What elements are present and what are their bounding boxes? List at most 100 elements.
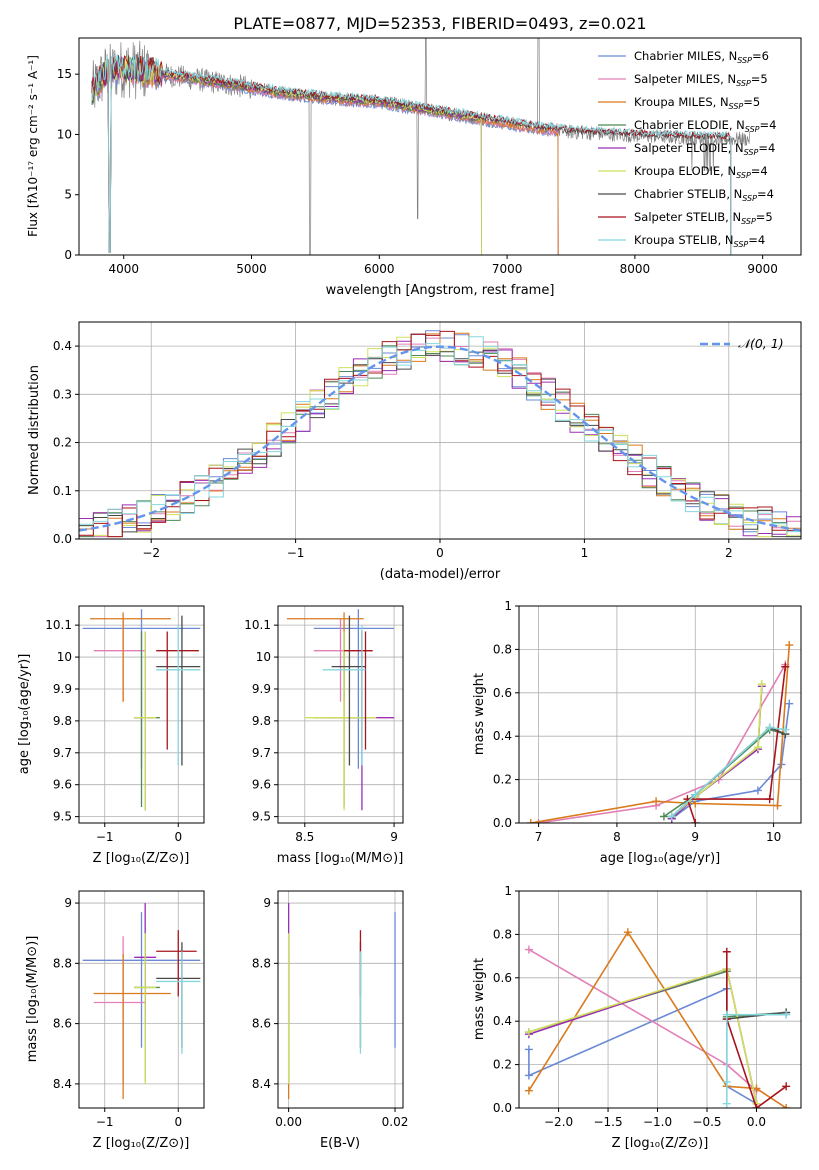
spectrum-ylabel: Flux [fλ10⁻¹⁷ erg cm⁻² s⁻¹ A⁻¹] xyxy=(26,55,40,237)
weight-vs-z-kroupa-stelib-marker xyxy=(722,1010,731,1019)
residuals-xlabel: (data-model)/error xyxy=(380,567,501,582)
weight-vs-z-kroupa-miles-marker xyxy=(524,1086,533,1095)
weight_vs_z-ytick-label: 0.6 xyxy=(493,971,512,985)
weight-vs-age-chabrier-miles-marker xyxy=(785,699,794,708)
weight-vs-age-chabrier-elodie-marker xyxy=(659,812,668,821)
age_vs_z-ytick-label: 9.6 xyxy=(53,778,72,792)
age_vs_z-ytick-label: 10 xyxy=(57,650,72,664)
mass_vs_ebv-xtick-label: 0.02 xyxy=(382,1115,409,1129)
residuals-ytick-label: 0.4 xyxy=(53,339,72,353)
mass-vs-z-panel: −1 0 8.4 8.6 8.8 9 Z [log₁₀(Z/Z⊙)] mass [log₁… xyxy=(25,890,205,1151)
spectrum-model-salpeter-elodie xyxy=(91,56,482,255)
weight_vs_age-ytick-label: 0.6 xyxy=(493,686,512,700)
spectrum-xtick-label: 7000 xyxy=(492,262,523,276)
age_vs_z-ytick-label: 9.7 xyxy=(53,746,72,760)
weight_vs_age-ytick-label: 0.0 xyxy=(493,816,512,830)
mass_vs_z-xtick-label: 0 xyxy=(174,1115,182,1129)
mass_vs_z-ytick-label: 8.8 xyxy=(53,956,72,970)
legend-entry-chabrier-elodie: Chabrier ELODIE, NSSP=4 xyxy=(634,118,776,134)
spectrum-model-kroupa-miles xyxy=(91,59,559,255)
weight_vs_age-xtick-label: 7 xyxy=(535,830,543,844)
weight-vs-age-kroupa-miles-marker xyxy=(526,819,535,823)
spectrum-model-salpeter-miles xyxy=(91,60,559,255)
legend-entry-salpeter-miles: Salpeter MILES, NSSP=5 xyxy=(634,72,768,88)
weight-vs-z-kroupa-stelib-line xyxy=(726,1013,787,1104)
weight-vs-age-kroupa-miles-marker xyxy=(652,797,661,806)
weight-age-ylabel: mass weight xyxy=(472,673,487,755)
age_vs_z-ytick-label: 9.9 xyxy=(53,682,72,696)
weight-vs-age-kroupa-miles-marker xyxy=(773,801,782,810)
weight_vs_age-xtick-label: 8 xyxy=(613,830,621,844)
residuals-xtick-label: 0 xyxy=(436,546,444,560)
mass_vs_z-ytick-label: 9 xyxy=(64,896,72,910)
weight-vs-z-chabrier-stelib-line xyxy=(726,1011,787,1020)
spectrum-model-kroupa-elodie xyxy=(91,55,482,255)
weight_vs_age-ytick-label: 1 xyxy=(504,599,512,613)
age_vs_mass-ytick-label: 9.8 xyxy=(252,714,271,728)
weight_vs_age-ytick-label: 0.4 xyxy=(493,729,512,743)
mass-z-ylabel: mass [log₁₀(M/M⊙)] xyxy=(25,936,40,1063)
spectrum-panel: 4000 5000 6000 7000 8000 9000 0 5 10 15 wavelengt… xyxy=(26,37,802,298)
normal-curve xyxy=(79,345,801,532)
weight_vs_z-ytick-label: 0.8 xyxy=(493,927,512,941)
age_vs_mass-xtick-label: 9 xyxy=(390,830,398,844)
weight-vs-age-kroupa-miles-line xyxy=(530,645,791,823)
weight-vs-z-salpeter-stelib-marker xyxy=(752,1104,761,1108)
mass_vs_ebv-xtick-label: 0.00 xyxy=(275,1115,302,1129)
mass_vs_ebv-ytick-label: 9 xyxy=(263,896,271,910)
spectrum-xtick-label: 8000 xyxy=(620,262,651,276)
weight-vs-age-salpeter-stelib-marker xyxy=(691,819,700,823)
spectrum-xtick-label: 5000 xyxy=(236,262,267,276)
age_vs_z-ytick-label: 9.5 xyxy=(53,810,72,824)
weight_vs_z-xtick-label: −1.5 xyxy=(593,1115,622,1129)
age_vs_mass-ytick-label: 10 xyxy=(256,650,271,664)
weight-vs-age-chabrier-miles-marker xyxy=(753,786,762,795)
residuals-xtick-label: −1 xyxy=(287,546,305,560)
weight-vs-z-kroupa-miles-marker xyxy=(623,928,632,937)
age_vs_mass-ytick-label: 9.5 xyxy=(252,810,271,824)
weight-age-xlabel: age [log₁₀(age/yr)] xyxy=(600,851,721,866)
weight-vs-age-salpeter-stelib-marker xyxy=(781,662,790,671)
spectrum-xtick-label: 6000 xyxy=(364,262,395,276)
age_vs_z-ytick-label: 9.8 xyxy=(53,714,72,728)
legend-entry-salpeter-elodie: Salpeter ELODIE, NSSP=4 xyxy=(634,141,775,157)
spectrum-ytick-label: 10 xyxy=(57,127,72,141)
weight-z-ylabel: mass weight xyxy=(472,958,487,1040)
weight-vs-age-salpeter-stelib-marker xyxy=(765,795,774,804)
weight_vs_z-xtick-label: 0.0 xyxy=(747,1115,766,1129)
weight_vs_age-xtick-label: 10 xyxy=(766,830,781,844)
weight-vs-age-salpeter-stelib-line xyxy=(686,666,787,823)
weight-vs-age-kroupa-stelib-marker xyxy=(667,812,676,821)
weight_vs_z-xtick-label: −1.0 xyxy=(643,1115,672,1129)
weight-vs-age-kroupa-stelib-line xyxy=(671,726,786,818)
weight-vs-z-chabrier-miles-marker xyxy=(524,1071,533,1080)
legend-entry-kroupa-elodie: Kroupa ELODIE, NSSP=4 xyxy=(634,164,768,180)
weight-vs-age-kroupa-stelib-marker xyxy=(691,790,700,799)
weight-vs-age-salpeter-miles-marker xyxy=(534,819,543,823)
age_vs_z-ytick-label: 10.1 xyxy=(45,618,72,632)
legend-entry-kroupa-stelib: Kroupa STELIB, NSSP=4 xyxy=(634,233,765,249)
age_vs_mass-ytick-label: 9.7 xyxy=(252,746,271,760)
spectrum-model-chabrier-miles xyxy=(91,61,559,255)
legend-entry-chabrier-stelib: Chabrier STELIB, NSSP=4 xyxy=(634,187,774,203)
weight_vs_z-ytick-label: 0.2 xyxy=(493,1058,512,1072)
mass-vs-ebv-panel: 0.00 0.02 8.4 8.6 8.8 9 E(B-V) xyxy=(252,890,409,1151)
weight-vs-z-panel: −2.0 −1.5 −1.0 −0.5 0.0 0.0 0.2 0.4 0.6 0.8 1 Z [l… xyxy=(472,884,802,1151)
weight-vs-z-chabrier-miles-marker xyxy=(524,1045,533,1054)
residuals-xtick-label: −2 xyxy=(142,546,160,560)
mass_vs_ebv-ytick-label: 8.6 xyxy=(252,1017,271,1031)
spectrum-xtick-label: 9000 xyxy=(747,262,778,276)
weight-vs-age-kroupa-stelib-marker xyxy=(765,723,774,732)
residuals-ylabel: Normed distribution xyxy=(27,365,42,495)
weight_vs_age-ytick-label: 0.8 xyxy=(493,642,512,656)
weight-vs-z-salpeter-miles-marker xyxy=(524,945,533,954)
weight-vs-z-kroupa-stelib-marker xyxy=(782,1010,791,1019)
age_vs_mass-ytick-label: 9.6 xyxy=(252,778,271,792)
age-vs-z-panel: −1 0 9.5 9.6 9.7 9.8 9.9 10 10.1 Z [log₁₀(Z/Z⊙)]… xyxy=(17,605,205,866)
spectrum-ytick-label: 15 xyxy=(57,67,72,81)
weight-vs-age-kroupa-elodie-marker xyxy=(753,743,762,752)
mass_vs_z-ytick-label: 8.4 xyxy=(53,1077,72,1091)
mass-ebv-xlabel: E(B-V) xyxy=(320,1136,360,1151)
spectrum-xlabel: wavelength [Angstrom, rest frame] xyxy=(326,283,555,298)
